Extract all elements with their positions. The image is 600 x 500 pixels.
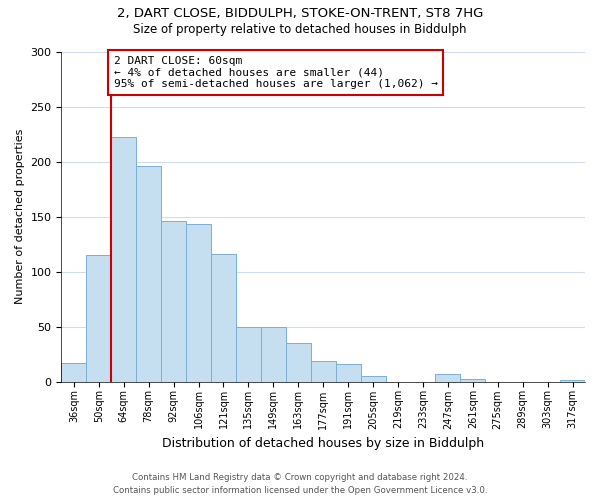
Bar bbox=[211, 254, 236, 382]
Bar bbox=[311, 360, 335, 382]
Text: Contains HM Land Registry data © Crown copyright and database right 2024.
Contai: Contains HM Land Registry data © Crown c… bbox=[113, 473, 487, 495]
Y-axis label: Number of detached properties: Number of detached properties bbox=[15, 129, 25, 304]
Text: Size of property relative to detached houses in Biddulph: Size of property relative to detached ho… bbox=[133, 22, 467, 36]
Bar bbox=[161, 221, 186, 382]
Bar bbox=[361, 376, 386, 382]
X-axis label: Distribution of detached houses by size in Biddulph: Distribution of detached houses by size … bbox=[162, 437, 484, 450]
Bar bbox=[335, 364, 361, 382]
Bar bbox=[460, 380, 485, 382]
Bar bbox=[111, 138, 136, 382]
Bar bbox=[86, 255, 111, 382]
Bar bbox=[261, 326, 286, 382]
Text: 2 DART CLOSE: 60sqm
← 4% of detached houses are smaller (44)
95% of semi-detache: 2 DART CLOSE: 60sqm ← 4% of detached hou… bbox=[114, 56, 438, 89]
Bar bbox=[186, 224, 211, 382]
Bar bbox=[61, 363, 86, 382]
Bar bbox=[136, 166, 161, 382]
Bar bbox=[436, 374, 460, 382]
Bar bbox=[236, 326, 261, 382]
Text: 2, DART CLOSE, BIDDULPH, STOKE-ON-TRENT, ST8 7HG: 2, DART CLOSE, BIDDULPH, STOKE-ON-TRENT,… bbox=[117, 8, 483, 20]
Bar bbox=[286, 343, 311, 382]
Bar bbox=[560, 380, 585, 382]
